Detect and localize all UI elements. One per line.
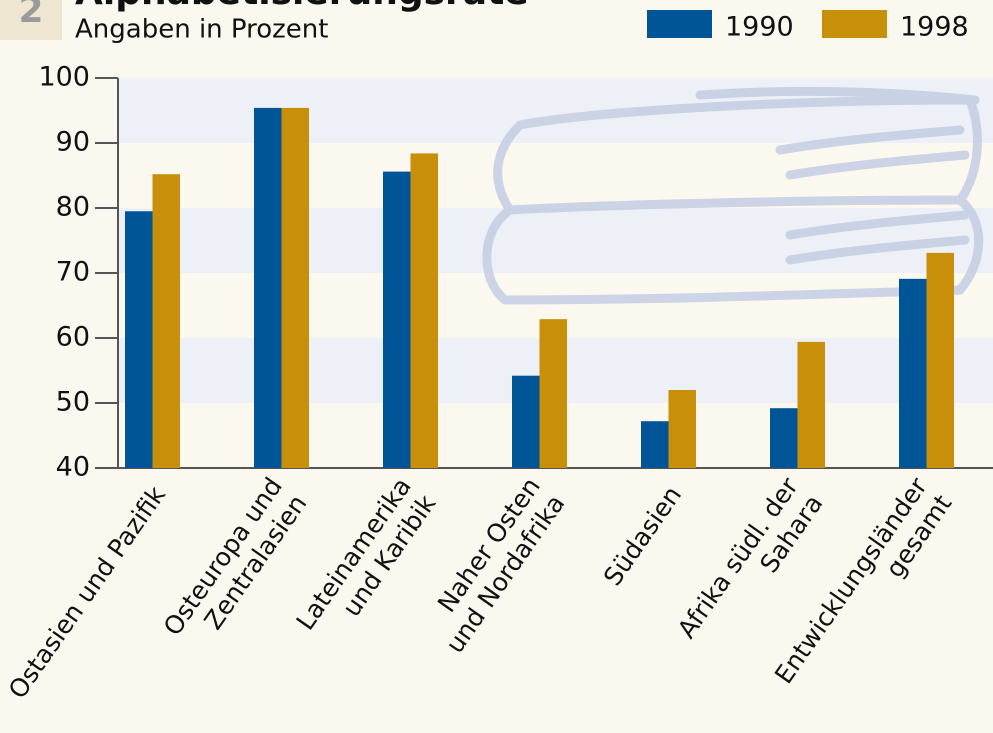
grid-band [118, 78, 993, 143]
y-tick-label: 40 [56, 452, 90, 483]
legend-swatch [647, 10, 712, 38]
chart-subtitle: Angaben in Prozent [75, 15, 328, 45]
chart: 405060708090100Ostasien und PazifikOsteu… [0, 0, 993, 733]
bar [669, 390, 697, 468]
x-tick-label: Ostasien und Pazifik [3, 480, 172, 704]
y-tick-label: 80 [56, 192, 90, 223]
legend-swatch [822, 10, 887, 38]
bar [641, 421, 669, 468]
legend-label: 1990 [725, 12, 794, 43]
y-tick-label: 90 [56, 127, 90, 158]
chart-title: Alphabetisierungsrate [75, 0, 529, 13]
y-tick-label: 100 [38, 62, 90, 93]
bar [254, 108, 282, 468]
bar [411, 153, 439, 468]
y-tick-label: 50 [56, 387, 90, 418]
grid-band [118, 208, 993, 273]
y-tick-label: 60 [56, 322, 90, 353]
badge: 2 [18, 0, 43, 31]
x-tick-label: Südasien [598, 481, 687, 591]
bar [899, 279, 927, 468]
bar [282, 108, 310, 468]
legend-label: 1998 [900, 12, 969, 43]
page: {"badge": "2", "chart_data": {"type": "b… [0, 0, 993, 733]
bar [540, 319, 568, 468]
bar [798, 342, 826, 468]
y-tick-label: 70 [56, 257, 90, 288]
bar [770, 408, 798, 468]
bar [927, 253, 955, 468]
bar [125, 211, 153, 468]
bar [383, 172, 411, 468]
bar [153, 174, 181, 468]
bar [512, 376, 540, 468]
